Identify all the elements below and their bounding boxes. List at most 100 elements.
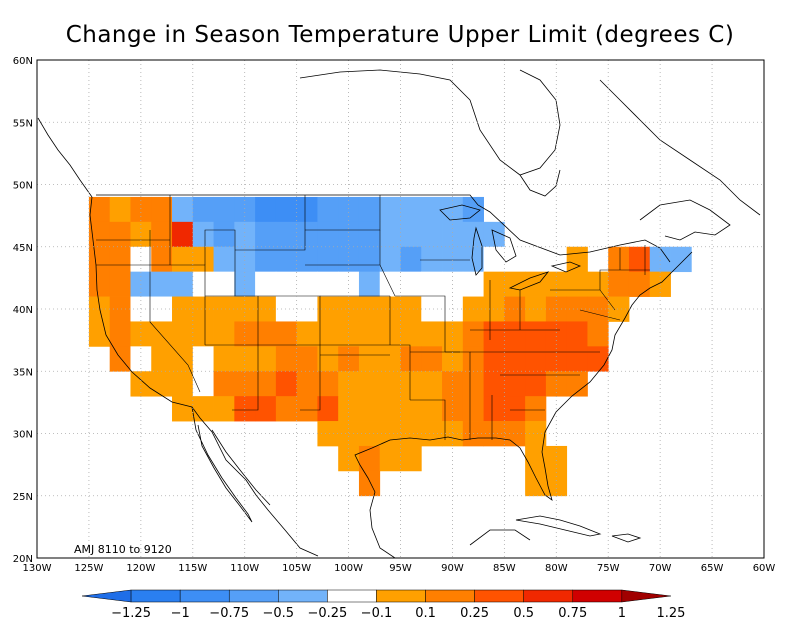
heatmap-cell — [504, 371, 526, 397]
heatmap-cell — [130, 221, 152, 248]
heatmap-cell — [234, 221, 256, 248]
heatmap-cell — [462, 271, 484, 297]
heatmap-cell — [421, 421, 443, 447]
lat-tick-label: 20N — [13, 554, 33, 565]
heatmap-cell — [379, 196, 401, 223]
colorbar-arrow-left — [81, 589, 132, 603]
heatmap-cell — [317, 421, 339, 447]
heatmap-cell — [379, 246, 401, 273]
heatmap-cell — [400, 421, 422, 447]
heatmap-cell — [255, 371, 277, 397]
heatmap-cell — [608, 246, 630, 273]
heatmap-cell — [172, 246, 194, 273]
heatmap-cell — [358, 470, 381, 497]
heatmap-cell — [587, 346, 609, 372]
heatmap-cell — [400, 445, 422, 472]
heatmap-cell — [338, 421, 360, 447]
heatmap-cell — [317, 346, 339, 372]
heatmap-cell — [317, 371, 339, 397]
heatmap-cell — [296, 246, 318, 273]
heatmap-cell — [379, 346, 401, 372]
colorbar-segment — [228, 589, 279, 603]
heatmap-cell — [545, 445, 568, 472]
heatmap-cell — [213, 246, 235, 273]
heatmap-cell — [400, 296, 422, 322]
colorbar-segment — [179, 589, 230, 603]
lon-tick-label: 115W — [178, 563, 207, 574]
heatmap-cell — [421, 271, 443, 297]
lat-lon-grid — [37, 60, 764, 558]
lat-tick-label: 55N — [13, 118, 33, 129]
heatmap-cell — [317, 196, 339, 223]
heatmap-cell — [338, 296, 360, 322]
heatmap-cell — [192, 246, 214, 273]
lon-tick-label: 110W — [230, 563, 259, 574]
heatmap-cell — [130, 196, 152, 223]
heatmap-cell — [275, 271, 298, 297]
heatmap-cell — [525, 371, 547, 397]
heatmap-cell — [504, 346, 526, 372]
heatmap-cell — [109, 196, 131, 223]
colorbar-segment — [474, 589, 524, 603]
heatmap-cell — [130, 321, 152, 347]
heatmap-cell — [338, 371, 360, 397]
colorbar-segment — [278, 589, 328, 603]
heatmap-cell — [400, 271, 422, 297]
heatmap-cell — [358, 396, 381, 422]
heatmap-cell — [504, 396, 526, 422]
plot-frame — [36, 59, 765, 559]
heatmap-cell — [255, 221, 277, 248]
heatmap-cell — [338, 321, 360, 347]
colorbar-segment — [572, 589, 623, 603]
heatmap-cell — [213, 196, 235, 223]
heatmap-cell — [379, 221, 401, 248]
heatmap-cell — [296, 296, 318, 322]
heatmap-cell — [109, 246, 131, 273]
heatmap-cell — [649, 246, 671, 273]
heatmap-cell — [379, 321, 401, 347]
heatmap-cell — [566, 321, 588, 347]
baja-peninsula — [191, 406, 253, 523]
chart-title: Change in Season Temperature Upper Limit… — [65, 22, 735, 48]
heatmap-cell — [442, 196, 464, 223]
heatmap-cell — [628, 271, 651, 297]
heatmap-cell — [213, 396, 235, 422]
heatmap-cell — [213, 346, 235, 372]
heatmap-cell — [151, 371, 173, 397]
heatmap-cell — [151, 246, 173, 273]
heatmap-cell — [442, 321, 464, 347]
yucatan-coast — [469, 529, 531, 546]
heatmap-cell — [421, 221, 443, 248]
heatmap-cell — [234, 321, 256, 347]
heatmap-cell — [192, 346, 214, 372]
heatmap-cell — [483, 371, 505, 397]
heatmap-cell — [213, 271, 235, 297]
heatmap-cell — [151, 196, 173, 223]
heatmap-cell — [172, 221, 194, 248]
heatmap-cell — [109, 296, 131, 322]
heatmap-cell — [525, 296, 547, 322]
gulf-coastline — [354, 436, 553, 501]
heatmap-cell — [462, 396, 484, 422]
colorbar-label: 1 — [618, 606, 626, 618]
heatmap-cell — [483, 296, 505, 322]
heatmap-cell — [317, 246, 339, 273]
heatmap-cell — [442, 296, 464, 322]
heatmap-cell — [151, 346, 173, 372]
lon-tick-label: 95W — [389, 563, 412, 574]
heatmap-cell — [275, 371, 298, 397]
heatmap-cell — [483, 421, 505, 447]
lake-huron — [491, 229, 517, 263]
heatmap-cell — [338, 346, 360, 372]
heatmap-cell — [587, 321, 609, 347]
heatmap-cell — [483, 396, 505, 422]
heatmap-cell — [296, 396, 318, 422]
lon-tick-label: 125W — [74, 563, 103, 574]
heatmap-cell — [130, 346, 152, 372]
colorbar: −1.25 −1 −0.75 −0.5 −0.25 −0.1 0.1 0.25 0.5 0.75 1… — [81, 589, 685, 618]
heatmap-cell — [130, 371, 152, 397]
mexico-gulf-coast — [369, 491, 396, 558]
east-coastline — [541, 251, 693, 453]
heatmap-cell — [608, 271, 630, 297]
lon-tick-label: 90W — [441, 563, 464, 574]
